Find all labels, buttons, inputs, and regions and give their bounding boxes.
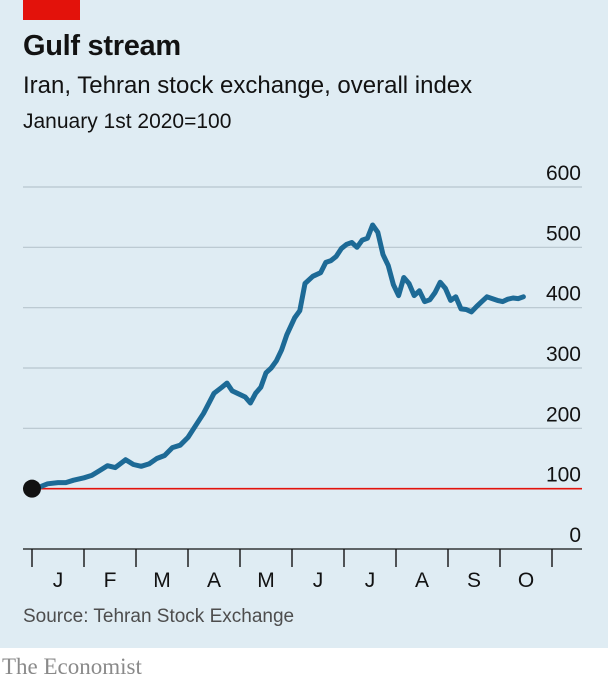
y-tick-labels: 0 100 200 300 400 500 600 [546, 162, 581, 547]
x-tick-label-1: F [104, 569, 117, 592]
start-marker [23, 479, 41, 498]
series-layer [23, 222, 526, 498]
x-tick-label-7: A [415, 569, 429, 592]
brand-wordmark: The Economist [2, 654, 142, 679]
x-tick-label-6: J [365, 569, 376, 592]
brand-red-tag [23, 0, 80, 20]
chart-panel: Gulf stream Iran, Tehran stock exchange,… [0, 0, 608, 648]
y-tick-label-400: 400 [546, 283, 581, 306]
series-line-0 [29, 222, 526, 492]
y-tick-label-500: 500 [546, 222, 581, 245]
x-tick-label-2: M [153, 569, 171, 592]
y-tick-label-600: 600 [546, 162, 581, 185]
chart-subtitle: Iran, Tehran stock exchange, overall ind… [23, 72, 473, 99]
line-chart: 0 100 200 300 400 500 600 J F M A M J J A S O [23, 162, 582, 592]
source-note: Source: Tehran Stock Exchange [23, 606, 295, 627]
y-tick-label-200: 200 [546, 403, 581, 426]
x-tick-label-4: M [257, 569, 275, 592]
x-tick-label-5: J [313, 569, 324, 592]
x-tick-label-8: S [467, 569, 481, 592]
x-tick-label-3: A [207, 569, 221, 592]
chart-unit-label: January 1st 2020=100 [23, 110, 232, 133]
x-tick-label-0: J [53, 569, 64, 592]
y-tick-label-300: 300 [546, 343, 581, 366]
y-tick-label-0: 0 [569, 524, 581, 547]
y-tick-label-100: 100 [546, 464, 581, 487]
x-tick-label-9: O [518, 569, 534, 592]
gridlines [23, 186, 582, 550]
chart-title: Gulf stream [23, 30, 181, 62]
